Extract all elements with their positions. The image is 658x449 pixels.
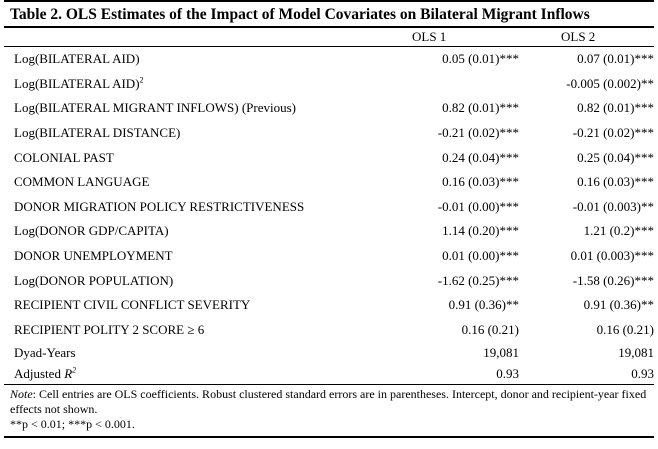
stats-label-italic: R <box>64 365 73 381</box>
stats-row: Adjusted R2 0.93 0.93 <box>4 363 654 384</box>
coefficient-table: Log(BILATERAL AID) 0.05 (0.01)*** 0.07 (0.… <box>4 47 654 384</box>
ols1-cell: -0.01 (0.00)*** <box>437 198 519 214</box>
ols1-cell: 0.82 (0.01)*** <box>442 100 519 116</box>
row-label: RECIPIENT CIVIL CONFLICT SEVERITY <box>4 293 384 318</box>
row-label-text: COLONIAL PAST <box>14 149 114 165</box>
row-label: Log(BILATERAL MIGRANT INFLOWS) (Previous… <box>4 96 384 121</box>
row-label: RECIPIENT POLITY 2 SCORE ≥ 6 <box>4 318 384 343</box>
ols2-cell: -0.01 (0.003)** <box>572 198 654 214</box>
ols1-cell: 0.05 (0.01)*** <box>442 51 519 67</box>
row-label: DONOR MIGRATION POLICY RESTRICTIVENESS <box>4 195 384 220</box>
ols2-cell: 0.01 (0.003)*** <box>570 248 654 264</box>
ols1-cell: 0.16 (0.21) <box>461 321 519 337</box>
row-label: Log(BILATERAL DISTANCE) <box>4 121 384 146</box>
ols2-cell: -1.58 (0.26)*** <box>572 272 654 288</box>
row-label-text: Log(BILATERAL AID) <box>14 51 140 67</box>
header-rule <box>4 46 654 47</box>
table-row: RECIPIENT POLITY 2 SCORE ≥ 6 0.16 (0.21) 0… <box>4 318 654 343</box>
regression-table-figure: Table 2. OLS Estimates of the Impact of … <box>4 0 654 439</box>
table-row: Log(BILATERAL DISTANCE) -0.21 (0.02)*** -0… <box>4 121 654 146</box>
stats-label-superscript: 2 <box>72 365 77 375</box>
ols2-cell: 0.07 (0.01)*** <box>577 51 654 67</box>
ols1-cell: -1.62 (0.25)*** <box>437 272 519 288</box>
table-row: Log(BILATERAL AID)2 -0.005 (0.002)** <box>4 72 654 97</box>
ols1-cell: 0.24 (0.04)*** <box>442 149 519 165</box>
row-label-text: RECIPIENT POLITY 2 SCORE ≥ 6 <box>14 321 205 337</box>
ols1-cell: -0.21 (0.02)*** <box>437 125 519 141</box>
column-header-ols1: OLS 1 <box>412 29 447 44</box>
row-label: Log(DONOR GDP/CAPITA) <box>4 219 384 244</box>
table-row: DONOR MIGRATION POLICY RESTRICTIVENESS -0… <box>4 195 654 220</box>
row-label-text: Log(DONOR GDP/CAPITA) <box>14 223 169 239</box>
stats-row: Dyad-Years 19,081 19,081 <box>4 342 654 363</box>
ols1-stat-cell: 0.93 <box>496 365 519 381</box>
row-label-text: DONOR MIGRATION POLICY RESTRICTIVENESS <box>14 198 305 214</box>
ols2-cell: 0.16 (0.03)*** <box>577 174 654 190</box>
ols1-cell: 0.91 (0.36)** <box>448 297 519 313</box>
table-row: COLONIAL PAST 0.24 (0.04)*** 0.25 (0.04)**… <box>4 145 654 170</box>
note-text: : Cell entries are OLS coefficients. Rob… <box>10 387 647 417</box>
stats-label-text: Dyad-Years <box>14 344 76 360</box>
stats-label: Adjusted R2 <box>4 363 384 384</box>
ols2-cell: 0.91 (0.36)** <box>583 297 654 313</box>
table-row: RECIPIENT CIVIL CONFLICT SEVERITY 0.91 (0… <box>4 293 654 318</box>
ols2-cell: 0.16 (0.21) <box>596 321 654 337</box>
ols1-cell <box>384 72 519 97</box>
table-row: Log(DONOR GDP/CAPITA) 1.14 (0.20)*** 1.21 … <box>4 219 654 244</box>
row-label-superscript: 2 <box>139 75 144 85</box>
row-label: Log(BILATERAL AID)2 <box>4 72 384 97</box>
ols1-cell: 1.14 (0.20)*** <box>442 223 519 239</box>
table-row: Log(BILATERAL AID) 0.05 (0.01)*** 0.07 (0.… <box>4 47 654 72</box>
table-row: DONOR UNEMPLOYMENT 0.01 (0.00)*** 0.01 (0.… <box>4 244 654 269</box>
title-rule <box>4 26 654 28</box>
table-title: Table 2. OLS Estimates of the Impact of … <box>4 0 654 26</box>
row-label-text: Log(DONOR POPULATION) <box>14 272 174 288</box>
header-row: OLS 1 OLS 2 <box>4 28 654 46</box>
header-blank <box>4 28 384 46</box>
column-header-ols2: OLS 2 <box>561 29 596 44</box>
row-label: COLONIAL PAST <box>4 145 384 170</box>
note-prefix: Note <box>10 387 33 402</box>
row-label-text: COMMON LANGUAGE <box>14 174 150 190</box>
table-row: COMMON LANGUAGE 0.16 (0.03)*** 0.16 (0.03)… <box>4 170 654 195</box>
row-label: Log(BILATERAL AID) <box>4 47 384 72</box>
ols1-cell: 0.01 (0.00)*** <box>442 248 519 264</box>
ols2-stat-cell: 0.93 <box>631 365 654 381</box>
ols2-cell: 0.25 (0.04)*** <box>577 149 654 165</box>
significance-note: **p < 0.01; ***p < 0.001. <box>10 417 135 432</box>
ols2-cell: 0.82 (0.01)*** <box>577 100 654 116</box>
ols1-stat-cell: 19,081 <box>483 344 519 360</box>
bottom-rule <box>4 436 654 439</box>
stats-label-text: Adjusted <box>14 365 65 381</box>
table-note: Note: Cell entries are OLS coefficients.… <box>4 385 654 432</box>
table-row: Log(DONOR POPULATION) -1.62 (0.25)*** -1.5… <box>4 268 654 293</box>
regression-table: OLS 1 OLS 2 <box>4 28 654 46</box>
ols2-cell: 1.21 (0.2)*** <box>583 223 654 239</box>
row-label: COMMON LANGUAGE <box>4 170 384 195</box>
row-label-text: Log(BILATERAL DISTANCE) <box>14 125 181 141</box>
row-label-text: RECIPIENT CIVIL CONFLICT SEVERITY <box>14 297 251 313</box>
stats-label: Dyad-Years <box>4 342 384 363</box>
ols2-stat-cell: 19,081 <box>618 344 654 360</box>
row-label: Log(DONOR POPULATION) <box>4 268 384 293</box>
table-row: Log(BILATERAL MIGRANT INFLOWS) (Previous… <box>4 96 654 121</box>
row-label: DONOR UNEMPLOYMENT <box>4 244 384 269</box>
row-label-text: Log(BILATERAL AID) <box>14 75 140 91</box>
row-label-text: DONOR UNEMPLOYMENT <box>14 248 173 264</box>
ols2-cell: -0.21 (0.02)*** <box>572 125 654 141</box>
ols2-cell: -0.005 (0.002)** <box>566 75 654 91</box>
ols1-cell: 0.16 (0.03)*** <box>442 174 519 190</box>
row-label-text: Log(BILATERAL MIGRANT INFLOWS) (Previous… <box>14 100 297 116</box>
note-rule <box>4 384 654 386</box>
